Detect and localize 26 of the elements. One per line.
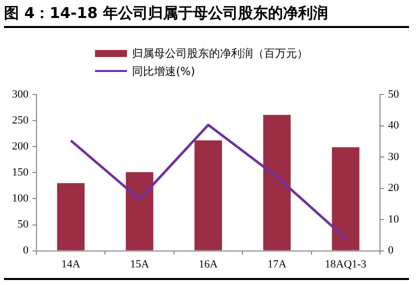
x-tick-label: 17A bbox=[267, 258, 286, 270]
y-tick-label: 250 bbox=[12, 114, 29, 127]
bar bbox=[126, 172, 154, 250]
legend-label: 归属母公司股东的净利润（百万元） bbox=[132, 46, 308, 60]
x-tick-label: 16A bbox=[198, 258, 218, 270]
x-tick-label: 18AQ1-3 bbox=[324, 258, 367, 270]
x-tick-label: 15A bbox=[130, 258, 150, 270]
legend-label: 同比增速(%) bbox=[132, 64, 196, 78]
bar bbox=[263, 114, 291, 250]
x-tick-label: 14A bbox=[61, 258, 80, 270]
y-tick-label: 100 bbox=[12, 192, 29, 205]
bar bbox=[57, 183, 85, 250]
y2-tick-label: 40 bbox=[388, 120, 400, 132]
y-tick-label: 0 bbox=[23, 244, 29, 257]
y2-tick-label: 0 bbox=[388, 244, 394, 257]
bar bbox=[332, 147, 360, 250]
y2-tick-label: 20 bbox=[388, 182, 400, 194]
chart-title: 图 4：14-18 年公司归属于母公司股东的净利润 bbox=[4, 4, 328, 23]
y-tick-label: 50 bbox=[18, 218, 29, 231]
y-tick-label: 150 bbox=[12, 166, 29, 179]
y2-tick-label: 50 bbox=[388, 88, 400, 100]
y2-tick-label: 30 bbox=[388, 150, 400, 163]
y-tick-label: 300 bbox=[12, 88, 29, 100]
y2-tick-label: 10 bbox=[388, 213, 400, 226]
y-tick-label: 200 bbox=[12, 140, 29, 153]
bar bbox=[194, 140, 222, 250]
